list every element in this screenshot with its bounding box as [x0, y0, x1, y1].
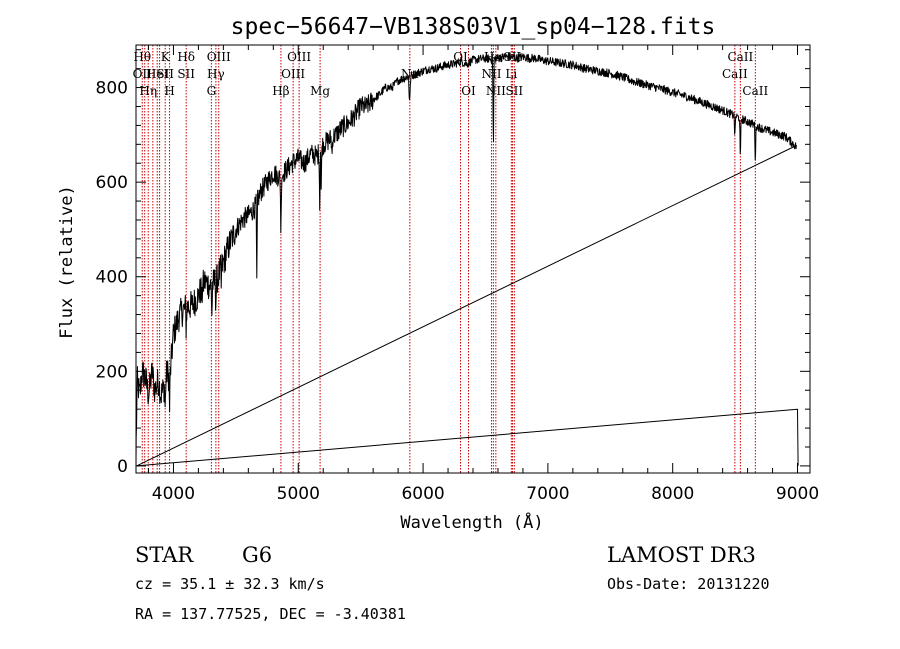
- line-marker-label: NII: [486, 84, 506, 98]
- line-marker-label: Hη: [139, 84, 157, 98]
- x-tick-label: 6000: [401, 484, 444, 504]
- line-marker-label: Hθ: [133, 50, 151, 64]
- y-axis-ticks: 0 200 400 600 800: [96, 49, 810, 477]
- y-tick-label: 800: [96, 79, 128, 99]
- line-marker-label: OIII: [207, 50, 231, 64]
- line-marker-label: K: [161, 50, 171, 64]
- y-tick-label: 200: [96, 362, 128, 382]
- coordinates-readout: RA = 137.77525, DEC = -3.40381: [135, 605, 406, 623]
- y-axis-label: Flux (relative): [57, 185, 77, 339]
- line-marker-label: SII: [156, 67, 174, 81]
- x-axis-label: Wavelength (Å): [400, 511, 543, 533]
- line-marker-label: HeI: [146, 67, 169, 81]
- y-tick-label: 600: [96, 173, 128, 193]
- line-marker-label: OIII: [281, 67, 305, 81]
- line-marker-label: SII: [505, 84, 523, 98]
- line-marker-label: CaII: [722, 67, 748, 81]
- x-axis-ticks: 4000 5000 6000 7000 8000 9000: [147, 45, 819, 504]
- line-marker-label: OI: [461, 84, 476, 98]
- line-marker-label: Li: [505, 67, 517, 81]
- y-tick-label: 400: [96, 268, 128, 288]
- line-marker-label: CaII: [727, 50, 753, 64]
- survey-name: LAMOST DR3: [607, 543, 756, 567]
- line-marker-label: H: [164, 84, 174, 98]
- object-class: STAR: [135, 543, 194, 567]
- plot-frame: [135, 44, 811, 474]
- y-tick-label: 0: [117, 457, 128, 477]
- redshift-readout: cz = 35.1 ± 32.3 km/s: [135, 575, 325, 593]
- x-tick-label: 4000: [152, 484, 195, 504]
- x-tick-label: 8000: [651, 484, 694, 504]
- object-subclass: G6: [242, 543, 272, 567]
- line-marker-label: Mg: [310, 84, 330, 98]
- x-tick-label: 7000: [526, 484, 569, 504]
- line-marker-label: Hγ: [207, 67, 225, 81]
- line-marker-label: Hδ: [177, 50, 195, 64]
- line-markers: [141, 45, 756, 473]
- spectrum-series: [135, 52, 799, 467]
- chart-title: spec−56647−VB138S03V1_sp04−128.fits: [231, 14, 716, 40]
- line-marker-label: OIII: [287, 50, 311, 64]
- line-marker-label: G: [207, 84, 217, 98]
- x-tick-label: 9000: [776, 484, 819, 504]
- line-marker-label: SII: [177, 67, 195, 81]
- line-marker-label: Hβ: [272, 84, 289, 98]
- line-marker-label: CaII: [742, 84, 768, 98]
- line-marker-label: NII: [481, 67, 501, 81]
- x-tick-label: 5000: [277, 484, 320, 504]
- line-marker-label: OII: [133, 67, 153, 81]
- line-marker-labels: HθOIIHηHeIKSIIHHδSIIGHγOIIIHβOIIIOIIIMgN…: [133, 50, 769, 98]
- obs-date: Obs-Date: 20131220: [607, 575, 770, 593]
